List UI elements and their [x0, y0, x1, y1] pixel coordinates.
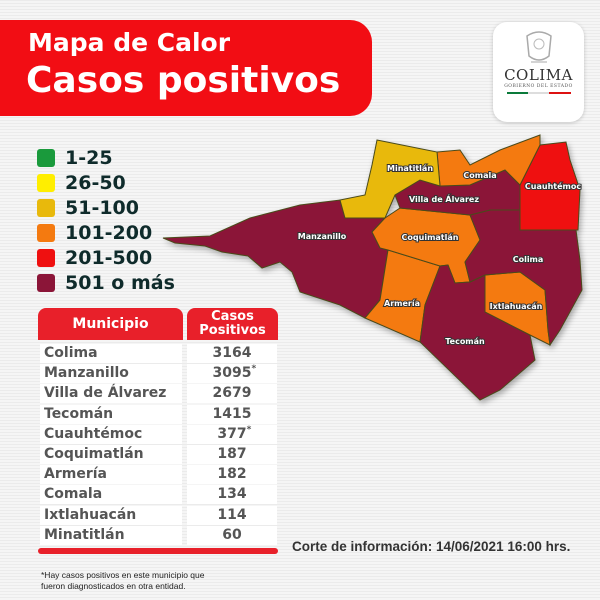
case-value: 3164 — [212, 345, 252, 361]
logo-name: COLIMA — [504, 66, 573, 84]
case-count: 3095 * — [187, 364, 277, 384]
map-label: Minatitlán — [387, 164, 433, 173]
region-cuauhtemoc[interactable] — [519, 141, 581, 231]
footnote-line2: fueron diagnosticados en otra entidad. — [41, 581, 186, 591]
case-value: 182 — [217, 466, 247, 483]
footnote-star: * — [251, 364, 257, 375]
legend-label: 51-100 — [65, 196, 139, 219]
header-municipio: Municipio — [38, 308, 183, 340]
case-value: 377 — [217, 425, 247, 442]
municipio-name: Cuauhtémoc — [40, 424, 182, 444]
case-value: 3095 — [212, 365, 252, 382]
municipio-name: Armería — [40, 465, 182, 485]
legend-swatch — [37, 223, 55, 242]
legend-label: 1-25 — [65, 146, 113, 169]
table-row: Villa de Álvarez 2679 — [38, 384, 278, 404]
legend-label: 501 o más — [65, 271, 175, 294]
legend-swatch — [37, 173, 55, 192]
map-label: Tecomán — [445, 337, 485, 346]
municipio-name: Tecomán — [40, 404, 182, 424]
map-label: Comala — [463, 171, 496, 180]
legend-item: 101-200 — [37, 220, 175, 245]
title-banner: Mapa de Calor Casos positivos — [0, 20, 372, 116]
case-count: 182 — [187, 465, 277, 485]
legend-item: 201-500 — [37, 245, 175, 270]
municipio-name: Ixtlahuacán — [40, 505, 182, 525]
table-row: Cuauhtémoc 377 * — [38, 424, 278, 445]
table-row: Coquimatlán 187 — [38, 445, 278, 465]
region-minatitlan[interactable] — [339, 139, 441, 219]
map-label: Villa de Álvarez — [409, 193, 479, 204]
header-casos: Casos Positivos — [187, 308, 278, 340]
table-row: Manzanillo 3095 * — [38, 364, 278, 384]
map-label: Colima — [513, 255, 544, 264]
case-count: 3164 — [187, 344, 277, 363]
map-label: Cuauhtémoc — [525, 181, 581, 191]
legend-label: 201-500 — [65, 246, 153, 269]
title-line1: Mapa de Calor — [28, 28, 231, 57]
header-casos-line2: Positivos — [199, 323, 266, 338]
coat-of-arms-icon — [526, 31, 552, 63]
table-row: Armería 182 — [38, 465, 278, 485]
footnote-star: * — [246, 424, 252, 435]
legend-swatch — [37, 198, 55, 217]
case-count: 134 — [187, 485, 277, 505]
table-row: Comala 134 — [38, 485, 278, 505]
legend-label: 26-50 — [65, 171, 126, 194]
municipio-name: Colima — [40, 344, 182, 363]
flag-stripe — [506, 92, 571, 94]
case-value: 134 — [217, 486, 247, 503]
case-value: 114 — [217, 506, 247, 523]
map-label: Coquimatlán — [402, 233, 459, 242]
case-count: 187 — [187, 445, 277, 464]
case-value: 1415 — [212, 405, 252, 422]
legend-item: 51-100 — [37, 195, 175, 220]
colima-logo: COLIMA GOBIERNO DEL ESTADO — [493, 22, 584, 122]
map-label: Armería — [384, 299, 420, 308]
table-row: Ixtlahuacán 114 — [38, 505, 278, 526]
map-label: Ixtlahuacán — [490, 302, 543, 311]
case-count: 114 — [187, 505, 277, 525]
legend-item: 1-25 — [37, 145, 175, 170]
case-count: 60 — [187, 525, 277, 545]
case-count: 1415 — [187, 404, 277, 424]
table-row: Colima 3164 — [38, 344, 278, 364]
municipio-name: Coquimatlán — [40, 445, 182, 464]
footnote-line1: *Hay casos positivos en este municipio q… — [41, 570, 205, 580]
municipio-name: Villa de Álvarez — [40, 384, 182, 404]
case-value: 187 — [217, 446, 247, 462]
legend-item: 26-50 — [37, 170, 175, 195]
case-count: 2679 — [187, 384, 277, 404]
table-row: Minatitlán 60 — [38, 525, 278, 546]
region-comala[interactable] — [436, 134, 541, 187]
data-cutoff-text: Corte de información: 14/06/2021 16:00 h… — [292, 539, 571, 554]
municipio-name: Minatitlán — [40, 525, 182, 545]
map-label: Manzanillo — [298, 232, 347, 241]
title-line2: Casos positivos — [26, 60, 341, 101]
legend: 1-25 26-50 51-100 101-200 201-500 501 o … — [37, 145, 175, 295]
case-value: 2679 — [212, 385, 252, 402]
legend-label: 101-200 — [65, 221, 153, 244]
header-casos-line1: Casos — [211, 309, 254, 324]
legend-swatch — [37, 248, 55, 267]
legend-item: 501 o más — [37, 270, 175, 295]
case-value: 60 — [222, 526, 242, 543]
municipio-name: Manzanillo — [40, 364, 182, 384]
footnote: *Hay casos positivos en este municipio q… — [41, 570, 204, 592]
case-count: 377 * — [187, 424, 277, 444]
logo-subtitle: GOBIERNO DEL ESTADO — [504, 84, 573, 89]
legend-swatch — [37, 148, 55, 167]
table-row: Tecomán 1415 — [38, 404, 278, 425]
table-bottom-bar — [38, 548, 278, 554]
legend-swatch — [37, 273, 55, 292]
municipio-name: Comala — [40, 485, 182, 505]
